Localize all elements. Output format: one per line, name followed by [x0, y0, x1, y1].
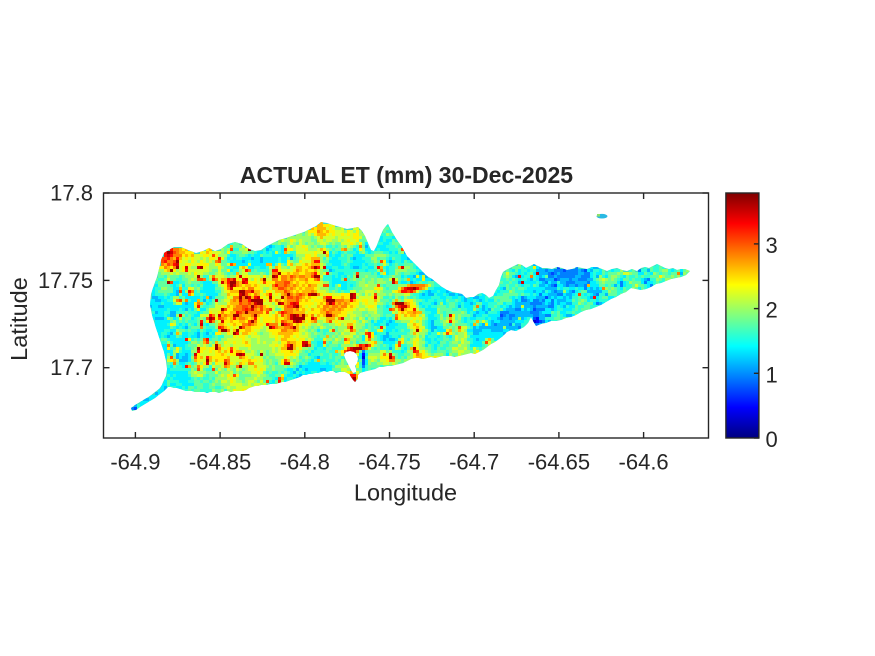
- svg-text:2: 2: [766, 298, 778, 323]
- svg-text:3: 3: [766, 233, 778, 258]
- svg-text:Longitude: Longitude: [354, 480, 457, 506]
- svg-text:-64.8: -64.8: [280, 450, 330, 475]
- svg-text:-64.7: -64.7: [449, 450, 499, 475]
- svg-text:Latitude: Latitude: [6, 277, 32, 361]
- svg-text:-64.85: -64.85: [189, 450, 251, 475]
- svg-text:-64.6: -64.6: [619, 450, 669, 475]
- svg-text:17.7: 17.7: [50, 355, 93, 380]
- svg-text:1: 1: [766, 362, 778, 387]
- svg-text:17.75: 17.75: [38, 268, 93, 293]
- svg-text:-64.65: -64.65: [528, 450, 590, 475]
- svg-text:ACTUAL ET (mm) 30-Dec-2025: ACTUAL ET (mm) 30-Dec-2025: [240, 162, 573, 188]
- svg-text:17.8: 17.8: [50, 181, 93, 206]
- svg-text:-64.9: -64.9: [110, 450, 160, 475]
- svg-text:-64.75: -64.75: [358, 450, 420, 475]
- svg-text:0: 0: [766, 427, 778, 452]
